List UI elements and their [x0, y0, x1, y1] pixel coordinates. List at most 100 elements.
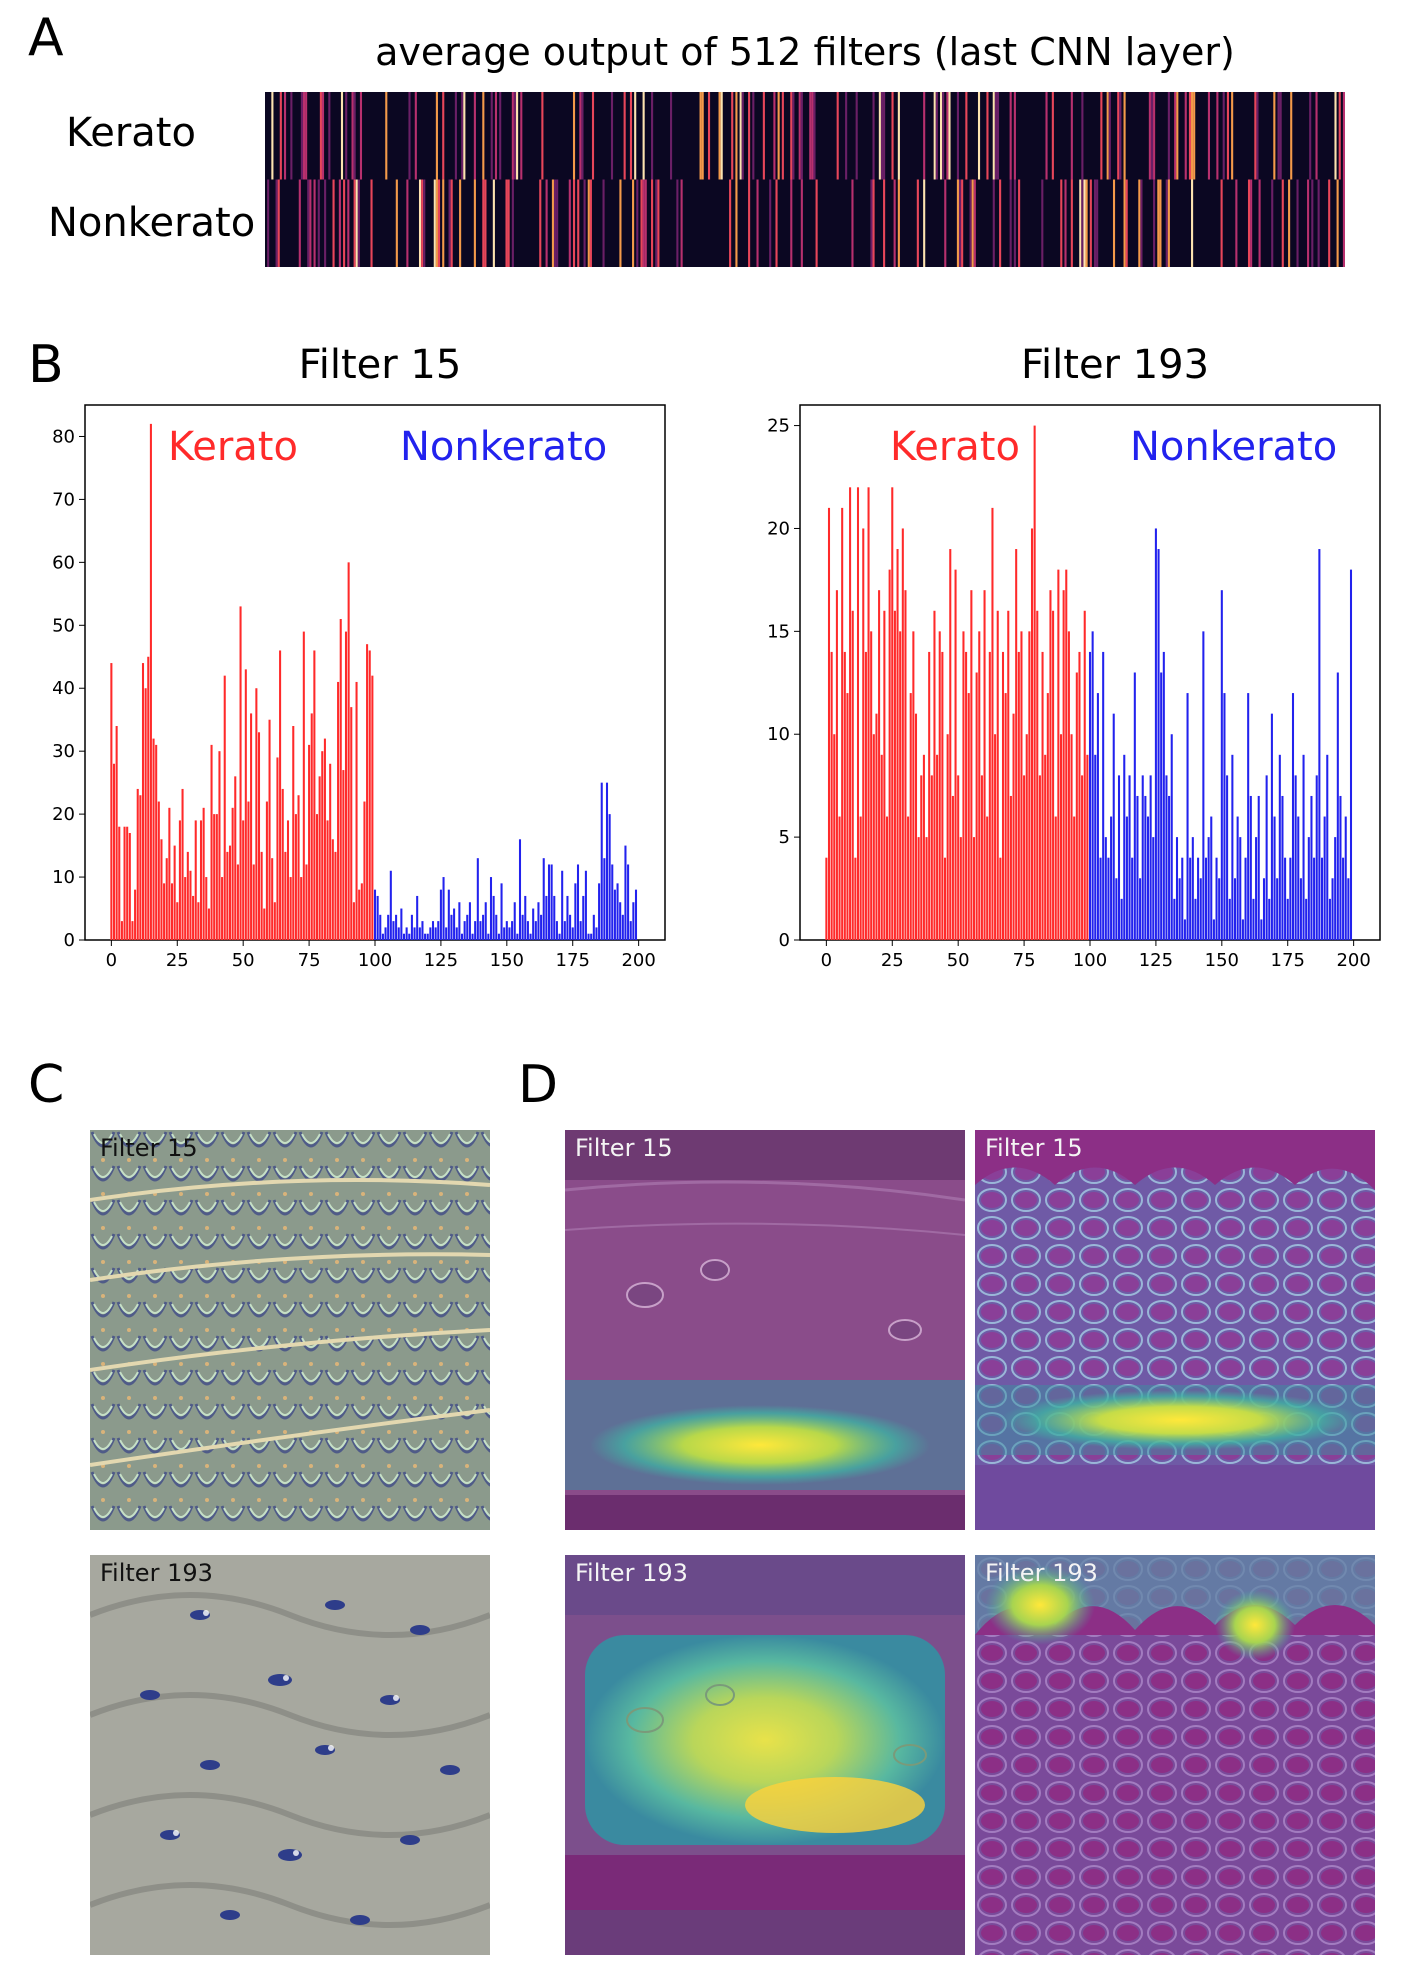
bar-kerato: [368, 650, 371, 940]
x-tick-label: 200: [1336, 950, 1370, 971]
bar-kerato: [970, 590, 973, 940]
bar-nonkerato: [1252, 898, 1255, 940]
bar-kerato: [168, 807, 171, 940]
bar-kerato: [352, 902, 355, 940]
bar-kerato: [358, 889, 361, 940]
bar-kerato: [302, 631, 305, 940]
bar-nonkerato: [397, 927, 400, 940]
bar-kerato: [965, 651, 968, 940]
bar-nonkerato: [445, 927, 448, 940]
bar-kerato: [846, 693, 849, 940]
heatmap-cell: [1013, 179, 1016, 267]
bar-kerato: [205, 877, 208, 940]
bar-nonkerato: [558, 933, 561, 940]
heatmap-cell: [1176, 92, 1179, 180]
bar-nonkerato: [1228, 898, 1231, 940]
bar-kerato: [120, 921, 123, 940]
y-tick-label: 30: [52, 741, 75, 762]
heatmap-cell: [1150, 92, 1154, 180]
x-tick-label: 100: [1073, 950, 1107, 971]
bar-nonkerato: [495, 914, 498, 940]
bar-nonkerato: [603, 858, 606, 940]
filter-activation-heatmap: [265, 92, 1345, 267]
plot-frame: [84, 404, 666, 941]
bar-kerato: [1049, 590, 1052, 940]
heatmap-cell: [395, 179, 398, 267]
bar-kerato: [1020, 631, 1023, 940]
bar-nonkerato: [534, 921, 537, 940]
x-tick-label: 50: [947, 950, 970, 971]
bar-nonkerato: [1265, 775, 1268, 940]
bar-nonkerato: [1096, 693, 1099, 940]
heatmap-cell: [752, 92, 755, 180]
bar-kerato: [263, 908, 266, 940]
bar-nonkerato: [1260, 919, 1263, 940]
bar-kerato: [213, 814, 216, 940]
bar-nonkerato: [505, 921, 508, 940]
heatmap-cell: [347, 179, 350, 267]
heatmap-cell: [1051, 92, 1054, 180]
bar-nonkerato: [566, 895, 569, 940]
heatmap-cell: [551, 179, 554, 267]
bar-kerato: [885, 816, 889, 940]
heatmap-cell: [632, 179, 635, 267]
bar-nonkerato: [574, 883, 577, 940]
bar-nonkerato: [1189, 857, 1192, 940]
bar-nonkerato: [545, 895, 548, 940]
bar-nonkerato: [1276, 878, 1279, 940]
heatmap-cell: [408, 92, 411, 180]
bar-nonkerato: [1255, 837, 1258, 940]
heatmap-cell: [845, 92, 848, 180]
bar-kerato: [236, 864, 239, 940]
y-tick-label: 60: [52, 552, 75, 573]
heatmap-cell: [775, 179, 778, 267]
heatmap-cell: [1106, 92, 1109, 180]
bar-nonkerato: [1154, 528, 1157, 940]
heatmap-cell: [1207, 92, 1210, 180]
heatmap-cell: [815, 179, 818, 267]
heatmap-cell: [1123, 92, 1126, 180]
bar-nonkerato: [582, 895, 585, 940]
bar-nonkerato: [1284, 857, 1287, 940]
y-tick-label: 80: [52, 426, 75, 447]
bar-kerato: [331, 839, 334, 940]
bar-nonkerato: [1094, 754, 1097, 940]
heatmap-cell: [494, 92, 498, 180]
heatmap-cell: [1119, 92, 1122, 180]
heatmap-cell: [992, 179, 995, 267]
heatmap-cell: [435, 179, 438, 267]
heatmap-cell: [1083, 179, 1086, 267]
bar-nonkerato: [379, 914, 382, 940]
heatmap-cell: [298, 179, 301, 267]
heatmap-cell: [1277, 92, 1280, 180]
bar-nonkerato: [1104, 837, 1107, 940]
bar-kerato: [951, 795, 954, 940]
bar-nonkerato: [1226, 775, 1229, 940]
bar-nonkerato: [600, 782, 603, 940]
bar-nonkerato: [442, 877, 445, 940]
heatmap-cell: [836, 92, 839, 180]
bar-nonkerato: [1099, 857, 1102, 940]
heatmap-cell: [385, 92, 388, 180]
bar-kerato: [1025, 734, 1028, 940]
bar-kerato: [337, 681, 340, 940]
heatmap-cell: [300, 92, 303, 180]
bar-nonkerato: [1110, 816, 1113, 940]
bar-kerato: [838, 816, 841, 940]
bar-nonkerato: [1204, 857, 1208, 940]
bar-nonkerato: [1236, 816, 1239, 940]
bar-nonkerato: [629, 921, 632, 940]
heatmap-cell: [1045, 92, 1048, 180]
heatmap-cell: [651, 179, 654, 267]
bar-kerato: [930, 775, 933, 940]
bar-kerato: [941, 651, 944, 940]
bar-kerato: [221, 877, 224, 940]
bar-nonkerato: [387, 914, 390, 940]
heatmap-cell: [961, 179, 964, 267]
bar-kerato: [184, 877, 187, 940]
bar-nonkerato: [634, 889, 638, 940]
heatmap-cell: [1153, 179, 1156, 267]
bar-nonkerato: [1249, 795, 1252, 940]
heatmap-cell: [813, 92, 816, 180]
bar-kerato: [922, 754, 925, 940]
